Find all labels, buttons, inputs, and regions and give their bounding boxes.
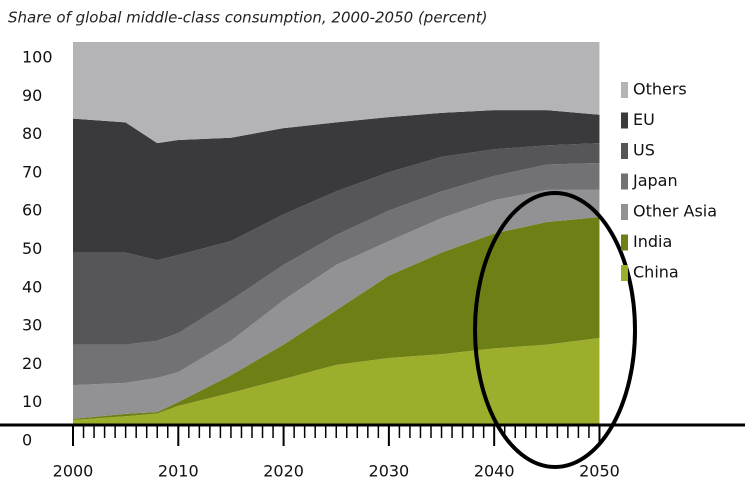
x-tick-label: 2010 bbox=[158, 462, 199, 481]
area bbox=[73, 338, 600, 425]
chart-title: Share of global middle-class consumption… bbox=[8, 9, 487, 27]
x-tick-label: 2050 bbox=[579, 462, 620, 481]
x-tick-label: 2020 bbox=[263, 462, 304, 481]
highlight-ellipse bbox=[473, 191, 637, 469]
x-tick-label: 2030 bbox=[369, 462, 410, 481]
area bbox=[73, 189, 600, 419]
y-tick-label: 20 bbox=[22, 354, 42, 373]
y-tick-label: 60 bbox=[22, 201, 42, 220]
y-tick-label: 90 bbox=[22, 86, 42, 105]
y-tick-label: 70 bbox=[22, 162, 42, 181]
x-tick-label: 2000 bbox=[53, 462, 94, 481]
legend-swatch bbox=[621, 143, 628, 159]
legend-label: Others bbox=[633, 80, 687, 99]
x-tick-label: 2040 bbox=[474, 462, 515, 481]
y-tick-label: 40 bbox=[22, 277, 42, 296]
area bbox=[73, 143, 600, 345]
legend-label: China bbox=[633, 263, 679, 282]
legend-swatch bbox=[621, 204, 628, 220]
legend-swatch bbox=[621, 82, 628, 98]
y-tick-label: 100 bbox=[22, 48, 53, 67]
overlay bbox=[72, 426, 601, 446]
legend-label: Japan bbox=[632, 171, 678, 190]
legend-label: EU bbox=[633, 110, 655, 129]
legend-swatch bbox=[621, 234, 628, 251]
area bbox=[73, 217, 600, 421]
area bbox=[73, 42, 600, 144]
area bbox=[73, 163, 600, 386]
legend-label: Other Asia bbox=[633, 202, 717, 221]
y-tick-label: 80 bbox=[22, 124, 42, 143]
legend-label: US bbox=[633, 141, 655, 160]
legend-swatch bbox=[621, 112, 628, 129]
legend-swatch bbox=[621, 265, 628, 281]
y-tick-label: 10 bbox=[22, 392, 42, 411]
legend-swatch bbox=[621, 173, 628, 190]
y-tick-label: 0 bbox=[22, 431, 32, 450]
y-tick-label: 30 bbox=[22, 316, 42, 335]
area bbox=[73, 110, 600, 261]
y-tick-label: 50 bbox=[22, 239, 42, 258]
plot-area bbox=[73, 42, 600, 425]
legend-label: India bbox=[633, 232, 672, 251]
